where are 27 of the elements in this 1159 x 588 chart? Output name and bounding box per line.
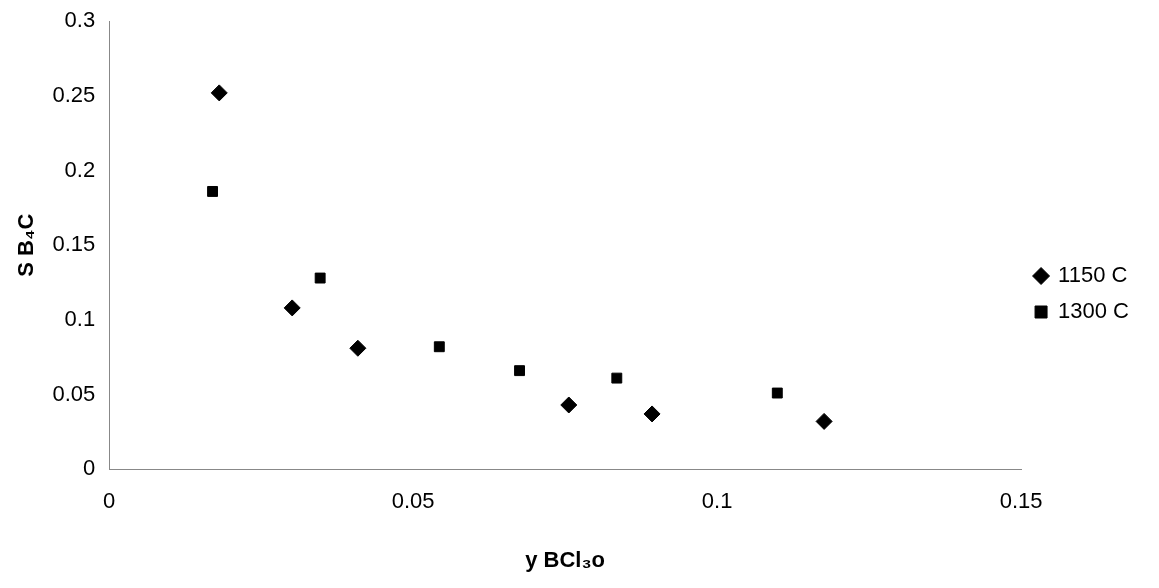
y-tick-label: 0 [82,455,96,481]
y-tick-label: 0.1 [64,305,96,331]
y-tick-label: 0.2 [64,156,96,182]
y-axis-title: S B₄C [13,213,39,277]
point [433,341,445,353]
point [815,412,833,430]
x-tick-label: 0 [103,488,116,514]
legend-label: 1150 C [1058,262,1128,288]
point [643,405,661,423]
x-tick-label: 0.05 [391,488,435,514]
point [611,372,623,384]
point [560,396,578,414]
y-tick-label: 0.15 [52,231,96,257]
point [771,387,783,399]
point [349,339,367,357]
point [207,185,219,197]
point [314,272,326,284]
point [514,365,525,377]
legend-label: 1300 C [1058,298,1130,324]
x-axis-title: y BCl₃o [525,546,606,572]
point [283,299,301,317]
point [210,84,228,102]
y-tick-label: 0.3 [64,7,96,33]
x-tick-label: 0.1 [701,488,733,514]
y-tick-label: 0.25 [52,81,96,107]
x-tick-label: 0.15 [999,488,1043,514]
y-tick-label: 0.05 [52,380,96,406]
